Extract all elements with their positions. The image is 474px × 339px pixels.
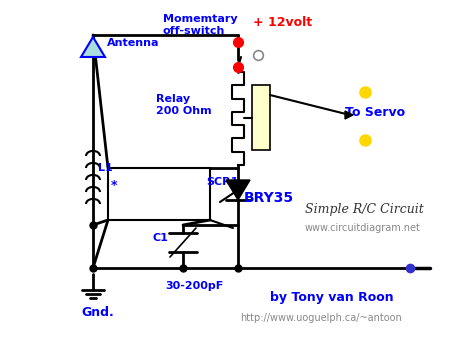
Polygon shape [81, 37, 105, 57]
Bar [252, 85, 270, 150]
Text: C1: C1 [153, 233, 169, 243]
Text: 30-200pF: 30-200pF [165, 281, 223, 291]
Text: To Servo: To Servo [345, 105, 405, 119]
Text: Momemtary
off-switch: Momemtary off-switch [163, 14, 237, 36]
Text: Antenna: Antenna [107, 38, 159, 48]
Text: http://www.uoguelph.ca/~antoon: http://www.uoguelph.ca/~antoon [240, 313, 402, 323]
Text: + 12volt: + 12volt [253, 16, 312, 28]
Text: SCR1: SCR1 [206, 177, 238, 187]
Text: Relay
200 Ohm: Relay 200 Ohm [156, 94, 211, 116]
Bar [108, 168, 210, 220]
Text: www.circuitdiagram.net: www.circuitdiagram.net [305, 223, 421, 233]
Text: Gnd.: Gnd. [81, 306, 114, 319]
Text: *: * [111, 179, 118, 193]
Text: Simple R/C Circuit: Simple R/C Circuit [305, 203, 424, 217]
Polygon shape [345, 111, 353, 119]
Text: L1: L1 [98, 163, 113, 173]
Text: BRY35: BRY35 [244, 191, 294, 205]
Polygon shape [226, 180, 250, 200]
Text: by Tony van Roon: by Tony van Roon [270, 292, 393, 304]
